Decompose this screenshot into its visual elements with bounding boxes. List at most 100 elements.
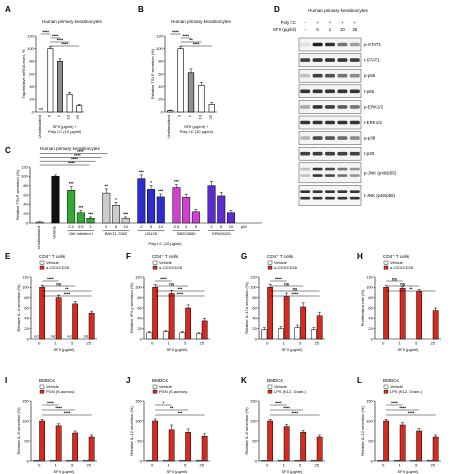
panel-f-ytick-label: 60 (137, 305, 142, 310)
panel-b-ytick-label: 100 (156, 46, 163, 51)
panel-e-nd-label: nd (34, 334, 38, 339)
panel-a-sig-label: **** (62, 41, 69, 46)
panel-g-xtick-label: 5 (299, 341, 302, 346)
panel-c-sig-star: * (150, 180, 152, 185)
panel-e-sig-label: ** (65, 286, 69, 291)
panel-b-bar (187, 72, 195, 113)
panel-h-bar-stim (399, 288, 406, 340)
panel-c-bar (207, 185, 216, 224)
panel-c-xtick-label: 10 (123, 224, 128, 229)
panel-h-sig-label: ns (392, 276, 398, 281)
panel-c-xtick-label: 2 (140, 224, 143, 229)
panel-e-bar-stim (72, 303, 79, 340)
panel-l-bar-vehicle (393, 459, 400, 462)
panel-f-bar-stim (201, 320, 208, 340)
panel-j-bar-vehicle (162, 459, 169, 462)
panel-a-bar (57, 61, 63, 113)
panel-i-bar-vehicle (66, 459, 73, 462)
panel-a-xtick-label: 1 (56, 114, 61, 117)
panel-g-ytick-label: 20 (252, 326, 257, 331)
panel-g-ytick-label: 120 (250, 274, 257, 279)
panel-b-xtick-label: 10 (197, 114, 202, 119)
panel-l-xtick-label: 25 (431, 463, 436, 468)
panel-l-bar-stim (383, 420, 390, 462)
panel-l-bar-stim (399, 424, 406, 462)
panel-c-bar (35, 221, 44, 224)
panel-j-label: J (126, 376, 130, 385)
panel-i-label: I (5, 376, 7, 385)
panel-c-xtick-label: 10 (159, 224, 164, 229)
panel-l-xtick-label: 0 (382, 463, 385, 468)
panel-a-sig-label: **** (42, 29, 49, 34)
panel-b-bar (177, 48, 184, 113)
panel-l-legend-stim: LPS (K12, Gram-) (390, 389, 423, 394)
panel-f-xtick-label: 5 (184, 341, 187, 346)
panel-d-band (312, 105, 323, 109)
panel-l-bar-vehicle (410, 459, 417, 462)
panel-e-ylabel: Relative IL-4 secretion (%) (16, 284, 21, 332)
panel-g-sig-label: **** (275, 276, 282, 281)
panel-d-band (325, 136, 335, 140)
panel-f-sig-label: **** (177, 291, 184, 296)
panel-d-band (349, 42, 360, 47)
panel-d-band (349, 151, 360, 156)
panel-i-bar-stim (39, 420, 46, 462)
panel-e-nd-label: nd (67, 334, 71, 339)
panel-c-group-label: BAY11-7082 (105, 231, 128, 236)
panel-d-header2-cell: 1 (329, 27, 332, 32)
panel-c-group-label: JAK inhibitor I (69, 231, 94, 236)
panel-d-band (337, 89, 348, 94)
panel-e-xtick-label: 0 (38, 341, 41, 346)
panel-e-sig-label: ns (56, 281, 62, 286)
panel-h-title: CD4⁺ T cells (383, 254, 410, 259)
panel-c-xlabel: Poly I:C (10 μg/ml) (148, 241, 182, 246)
panel-c-ytick-label: 40 (23, 202, 28, 207)
panel-e-ytick-label: 100 (22, 285, 29, 290)
panel-i-bar-stim (55, 425, 62, 462)
panel-b-bar (198, 85, 205, 113)
panel-j-xtick-label: 0 (151, 463, 154, 468)
panel-j-title: BMDCs (152, 378, 169, 383)
panel-d-band (312, 151, 323, 156)
panel-c-bar (67, 190, 76, 224)
panel-k-ytick-label: 150 (250, 398, 257, 403)
panel-e-legend-stim: α-CD3/CD28 (46, 265, 70, 270)
panel-h-ytick-label: 60 (368, 305, 373, 310)
panel-f-ylabel: Relative IFN-γ secretion (%) (129, 282, 134, 333)
panel-d-band (337, 174, 348, 177)
panel-k-bar-stim (300, 431, 307, 462)
panel-a-xtick-label: Unstimulated (37, 115, 42, 138)
panel-e-legend-vehicle: Vehicle (46, 260, 60, 265)
panel-d-band (337, 73, 348, 78)
panel-b-sig-label: **** (193, 41, 200, 46)
panel-g-bar-stim (283, 296, 290, 340)
panel-a-bar (76, 105, 83, 113)
panel-c-sig-star: * (115, 197, 117, 202)
panel-h-ytick-label: 20 (368, 326, 373, 331)
panel-d-band (312, 120, 323, 125)
panel-l-ytick-label: 0 (371, 458, 374, 463)
panel-d-band-label: t-p38 (364, 151, 375, 156)
panel-b-title: Human primary keratinocytes (171, 19, 231, 24)
panel-f-xlabel: SFII (μg/ml) (167, 347, 189, 352)
panel-k-xtick-label: 25 (315, 463, 320, 468)
panel-g-bar-vehicle (277, 328, 284, 340)
panel-h-legend-swatch-stim (383, 265, 389, 270)
panel-a-ytick-label: 20 (29, 97, 34, 102)
panel-i-xtick-label: 5 (71, 463, 74, 468)
panel-c-xtick-label: 0.5 (174, 224, 180, 229)
panel-b-ytick-label: 80 (158, 59, 163, 64)
panel-c-bar (217, 195, 226, 224)
panel-d-header1-cell: + (316, 20, 319, 25)
panel-c-xtick-label: 5 (195, 224, 198, 229)
panel-l-bar-vehicle (377, 459, 384, 462)
panel-i-sig-label: **** (47, 400, 54, 405)
panel-f-ytick-label: 120 (135, 274, 142, 279)
panel-d-band (312, 136, 323, 140)
panel-d-band (349, 136, 360, 140)
panel-k-bar-stim (267, 420, 274, 462)
